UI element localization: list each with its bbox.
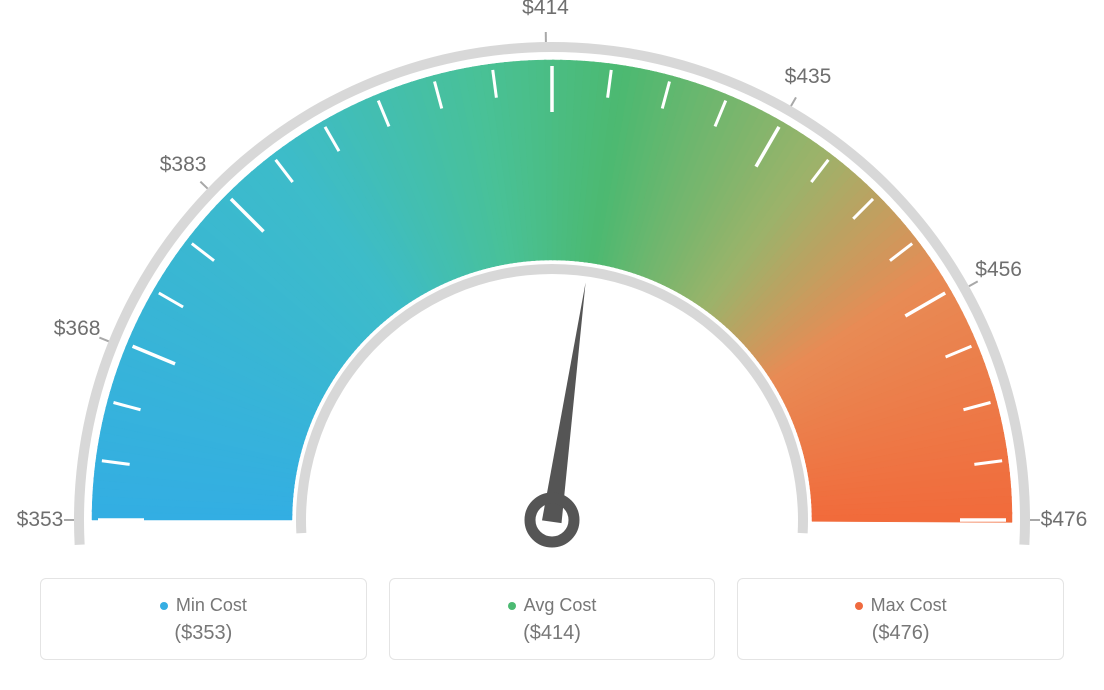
legend-dot-avg <box>508 602 516 610</box>
gauge-tick-label: $435 <box>785 65 832 89</box>
legend-card-min: Min Cost ($353) <box>40 578 367 660</box>
legend-label-min: Min Cost <box>176 595 247 616</box>
legend-value-max: ($476) <box>746 622 1055 645</box>
legend-head-max: Max Cost <box>855 595 947 616</box>
gauge-svg <box>0 0 1104 560</box>
cost-gauge-chart: $353 $368 $383 $414 $435 $456 $476 Min Cost ($… <box>0 0 1104 690</box>
legend-row: Min Cost ($353) Avg Cost ($414) Max Cost… <box>40 578 1064 660</box>
gauge-tick-label: $368 <box>54 317 101 341</box>
legend-dot-min <box>160 602 168 610</box>
legend-head-min: Min Cost <box>160 595 247 616</box>
gauge-tick-label: $353 <box>17 508 64 532</box>
gauge-tick-label: $456 <box>975 258 1022 282</box>
gauge-tick-label: $383 <box>160 153 207 177</box>
gauge-tick-label: $476 <box>1041 508 1088 532</box>
legend-value-avg: ($414) <box>398 622 707 645</box>
gauge-tick-label: $414 <box>522 0 569 20</box>
legend-dot-max <box>855 602 863 610</box>
legend-card-avg: Avg Cost ($414) <box>389 578 716 660</box>
legend-label-max: Max Cost <box>871 595 947 616</box>
legend-head-avg: Avg Cost <box>508 595 597 616</box>
gauge-area: $353 $368 $383 $414 $435 $456 $476 <box>0 0 1104 560</box>
legend-value-min: ($353) <box>49 622 358 645</box>
legend-label-avg: Avg Cost <box>524 595 597 616</box>
legend-card-max: Max Cost ($476) <box>737 578 1064 660</box>
